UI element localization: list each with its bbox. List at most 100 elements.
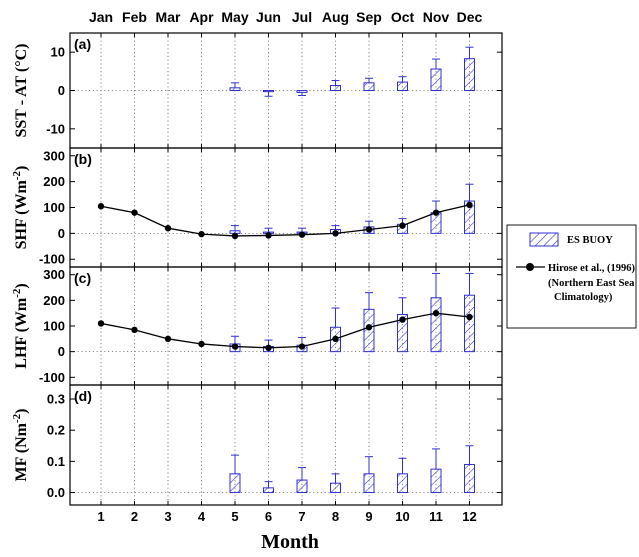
climatology-point xyxy=(231,232,239,240)
x-tick-label: 9 xyxy=(365,509,372,524)
y-tick-label: 200 xyxy=(43,293,65,308)
y-tick-label: 300 xyxy=(43,148,65,163)
y-tick-label: 0 xyxy=(58,83,65,98)
x-axis-label: Month xyxy=(261,531,319,553)
month-names-row: Jan Feb Mar Apr May Jun Jul Aug Sep Oct Nov Dec xyxy=(89,9,483,25)
y-tick-label: -100 xyxy=(39,370,65,385)
climatology-point xyxy=(231,343,239,350)
climatology-point xyxy=(365,324,373,331)
climatology-point xyxy=(265,232,272,239)
x-tick-label: 6 xyxy=(265,509,272,524)
month-name: Jun xyxy=(256,9,281,25)
y-tick-label: 0.2 xyxy=(47,423,65,438)
y-tick-label: 100 xyxy=(43,319,65,334)
panel-3: 0.3 0.2 0.1 0.0 (d) MF (Nm-2) xyxy=(11,384,503,506)
climatology-line xyxy=(100,204,470,237)
panel-frame xyxy=(69,147,503,268)
month-name: Oct xyxy=(391,9,415,25)
legend: ES BUOY Hirose et al., (1996) (Northern … xyxy=(506,224,637,329)
x-tick-label: 11 xyxy=(429,509,443,524)
month-name: Nov xyxy=(423,9,450,25)
climatology-point xyxy=(399,222,406,229)
legend-bar-swatch xyxy=(529,232,559,247)
legend-label-hirose-2: (Northern East Sea xyxy=(548,278,635,289)
climatology-point xyxy=(97,320,105,327)
x-tick-label: 2 xyxy=(131,509,138,524)
y-axis-label-superscript: -2 xyxy=(11,170,23,180)
y-tick-label: 0 xyxy=(58,344,65,359)
climatology-point xyxy=(97,203,105,210)
legend-label-hirose: Hirose et al., (1996) xyxy=(548,263,635,274)
buoy-bar xyxy=(430,68,442,91)
buoy-bar xyxy=(464,463,475,494)
panels: 100-10(a)SST - AT (°C)3002001000-100(b)S… xyxy=(11,32,503,506)
month-name: Sep xyxy=(356,9,382,25)
month-name: Jan xyxy=(89,9,113,25)
climatology-point xyxy=(131,209,138,216)
x-tick-label: 7 xyxy=(298,509,305,524)
y-tick-label: 100 xyxy=(43,200,65,215)
buoy-bar xyxy=(363,308,375,353)
panel-frame xyxy=(69,384,503,506)
y-tick-label: 0.0 xyxy=(47,485,65,500)
x-tick-label: 8 xyxy=(332,509,339,524)
month-name: Feb xyxy=(122,9,147,25)
buoy-bar xyxy=(229,87,241,91)
climatology-point xyxy=(466,313,473,321)
y-axis-label-superscript: -2 xyxy=(11,288,23,298)
y-tick-label: 0 xyxy=(58,226,65,241)
climatology-point xyxy=(432,309,440,317)
y-tick-label: -100 xyxy=(39,252,65,267)
y-axis-label: LHF (Wm-2) xyxy=(11,283,30,368)
buoy-bar xyxy=(263,90,274,93)
climatology-point xyxy=(198,230,205,238)
buoy-bar xyxy=(330,85,341,92)
y-tick-label: 200 xyxy=(43,174,65,189)
buoy-bar xyxy=(296,479,308,494)
month-name: May xyxy=(221,9,248,25)
buoy-bar xyxy=(296,90,308,93)
panel-label: (d) xyxy=(74,388,92,404)
buoy-bar xyxy=(363,473,375,494)
legend-label-hirose-3: Climatology) xyxy=(554,292,613,303)
buoy-bar xyxy=(430,468,442,494)
climatology-point xyxy=(198,340,205,348)
month-name: Aug xyxy=(322,9,349,25)
month-name: Dec xyxy=(457,9,483,25)
buoy-bar xyxy=(464,58,475,91)
climatology-point xyxy=(164,335,172,343)
climatology-point xyxy=(265,344,272,352)
climatology-point xyxy=(332,230,339,237)
climatology-point xyxy=(432,209,440,216)
climatology-point xyxy=(164,224,172,232)
panel-1: 300 200 100 0 -100 (b) SHF (Wm-2) xyxy=(11,147,503,268)
climatology-point xyxy=(466,201,473,209)
month-name: Jul xyxy=(292,9,312,25)
x-tick-label: 12 xyxy=(462,509,476,524)
buoy-bar xyxy=(430,297,442,353)
buoy-bar xyxy=(263,487,274,494)
y-tick-label: 0.3 xyxy=(47,392,65,407)
climatology-point xyxy=(131,326,138,334)
climatology-point xyxy=(365,226,373,233)
x-tick-label: 4 xyxy=(198,509,206,524)
climatology-line xyxy=(100,312,470,349)
climatology-point xyxy=(298,231,306,238)
y-tick-label: -10 xyxy=(46,121,65,136)
buoy-bar xyxy=(363,82,375,92)
climatology-point xyxy=(332,335,339,343)
y-tick-label: 300 xyxy=(43,267,65,282)
x-axis: 1 2 3 4 5 6 7 8 9 10 11 12 xyxy=(97,509,476,524)
y-axis-label: SST - AT (°C) xyxy=(13,44,30,138)
panel-label: (c) xyxy=(74,270,91,286)
x-tick-label: 1 xyxy=(97,509,104,524)
y-tick-label: 0.1 xyxy=(47,454,65,469)
legend-box xyxy=(506,224,637,329)
buoy-bar xyxy=(397,81,408,91)
y-axis-label: MF (Nm-2) xyxy=(11,409,30,482)
y-axis-label: SHF (Wm-2) xyxy=(11,166,30,250)
y-axis-label-superscript: -2 xyxy=(11,413,23,423)
x-tick-label: 10 xyxy=(395,509,409,524)
legend-marker xyxy=(526,263,534,271)
